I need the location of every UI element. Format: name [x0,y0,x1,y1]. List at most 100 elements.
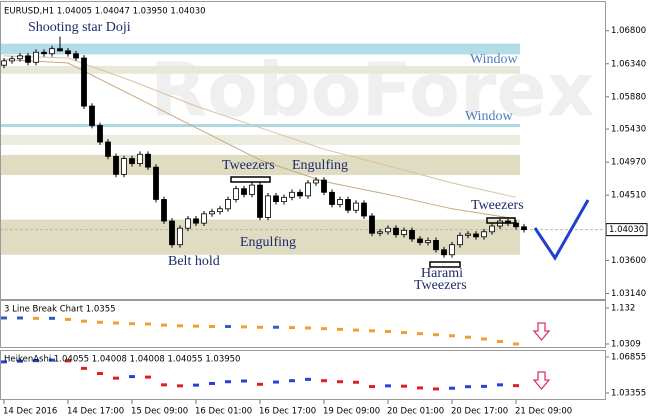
x-tick-label: 20 Dec 01:00 [387,407,444,417]
current-price-label: 1.04030 [609,225,644,235]
indicator-point [225,380,231,384]
indicator-point [465,385,471,389]
candle-body [241,188,247,195]
indicator-point [129,322,135,326]
candle-body [97,125,103,143]
candle-body [457,234,463,246]
indicator-point [337,380,343,384]
candle-body [41,51,47,55]
candle-body [361,202,367,217]
candle-body [33,51,39,63]
indicator-point [241,325,247,329]
candle-body [161,199,167,222]
down-arrow [532,322,551,342]
indicator-point [241,379,247,383]
candle-body [113,155,119,175]
indicator-point [113,376,119,380]
indicator-point [321,379,327,383]
indicator-point [401,384,407,388]
pattern-label: Tweezers [471,198,524,213]
indicator-point [433,387,439,391]
indicator-point [17,359,23,363]
candle-body [465,233,471,236]
moving-average [3,55,517,198]
background-layer: RoboForex [0,43,605,255]
candle-body [225,199,231,210]
x-tick-label: 14 Dec 2016 [3,407,57,417]
sub-panel-frame [0,300,606,348]
candle-body [433,239,439,251]
indicator-point [497,383,503,387]
candle-body [57,48,63,52]
pattern-bracket [230,176,271,183]
candle-body [201,213,207,224]
candle-body [137,153,143,164]
indicator-point [513,384,519,388]
y-tick-label: 1.06800 [611,26,646,36]
candle-body [473,233,479,238]
watermark: RoboForex [150,48,594,134]
indicator-point [177,384,183,388]
down-arrow [532,371,551,391]
indicator-point [305,326,311,330]
y-tick-label: 1.05880 [611,92,646,102]
indicator-point [49,316,55,320]
indicator-point [513,342,519,346]
candle-body [393,227,399,236]
candle-body [297,191,303,197]
indicator-point [257,325,263,329]
sub-panel-frame [0,350,606,400]
candle-body [313,179,319,184]
y-tick-label: 1.04510 [611,191,646,201]
indicator-point [353,380,359,384]
indicator-point [161,383,167,387]
indicator-point [481,384,487,388]
pattern-bracket [486,217,516,224]
x-tick-label: 21 Dec 09:00 [515,407,572,417]
indicator-point [65,359,71,363]
zone [1,43,520,55]
candle-body [185,218,191,229]
candle-body [169,220,175,246]
candle-body [217,208,223,213]
candle-body [81,57,87,107]
indicator-point [1,316,7,320]
indicator-point [177,324,183,328]
indicator-point [449,334,455,338]
y-tick-label: 1.04970 [611,158,646,168]
candle-body [25,55,31,63]
y-tick-label: 1.03140 [611,289,646,299]
indicator-point [81,366,87,370]
y-tick-label: 1.03600 [611,256,646,266]
indicator-point [97,372,103,376]
candle-body [481,231,487,238]
indicator-point [273,380,279,384]
candle-body [9,58,15,62]
candle-body [441,249,447,256]
candle-body [89,105,95,126]
candle-body [513,222,519,228]
candle-body [377,231,383,234]
candle-body [145,153,151,168]
x-tick-label: 14 Dec 17:00 [67,407,124,417]
candle-body [321,179,327,193]
indicator-point [209,381,215,385]
pattern-label: Window [470,52,519,67]
indicator-point [401,331,407,335]
zone [1,124,520,127]
candle-body [121,158,127,175]
indicator-point [289,326,295,330]
trend-arrow [533,199,590,261]
pattern-label: Tweezers [414,278,467,293]
candle-body [449,244,455,256]
candle-body [289,191,295,198]
indicator-point [145,322,151,326]
candle-body [129,158,135,164]
pattern-label: Harami [421,266,463,281]
indicator-point [417,386,423,390]
candle-body [177,227,183,246]
panel-header: EURUSD,H1 1.04005 1.04047 1.03950 1.0403… [4,7,206,17]
indicator-point [145,375,151,379]
indicator-point [225,325,231,329]
